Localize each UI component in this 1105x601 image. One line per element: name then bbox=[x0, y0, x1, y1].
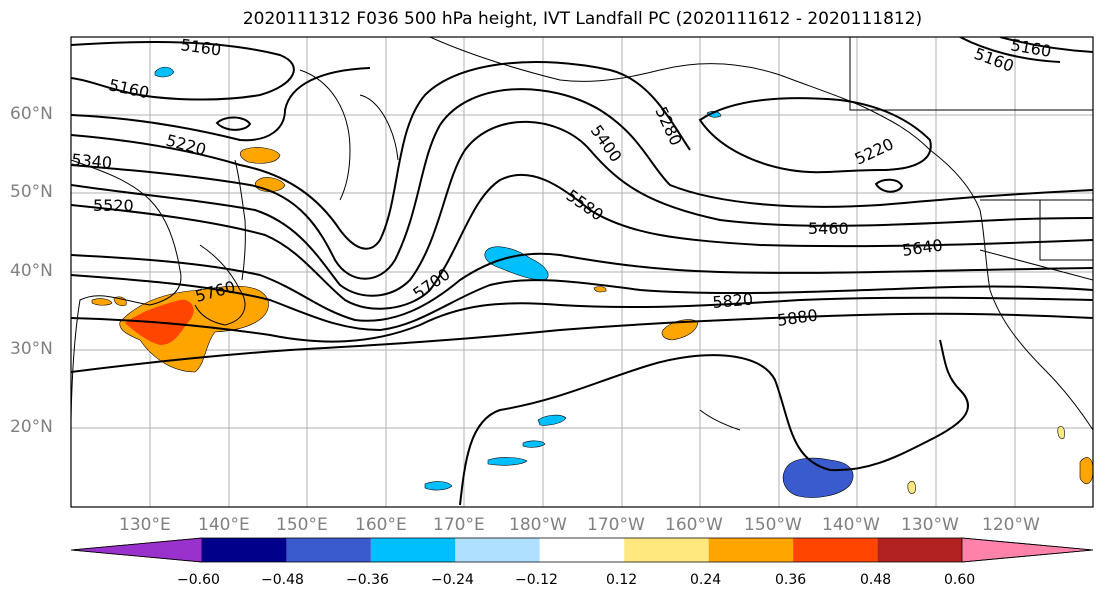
map-border bbox=[70, 36, 1094, 508]
lon-label: 130°W bbox=[901, 515, 959, 535]
ivt-positive-east-1 bbox=[1079, 457, 1093, 485]
colorbar-tick-label: 0.36 bbox=[775, 572, 807, 588]
lat-label: 20°N bbox=[10, 417, 53, 437]
contour-label: 5460 bbox=[808, 219, 849, 238]
height-contours bbox=[71, 37, 1093, 506]
lat-label: 60°N bbox=[10, 104, 53, 124]
ivt-negative-small-4 bbox=[424, 481, 453, 491]
colorbar-segment bbox=[202, 538, 287, 562]
lon-label: 170°W bbox=[587, 515, 645, 535]
coastlines bbox=[71, 37, 1093, 431]
lon-label: 140°W bbox=[822, 515, 880, 535]
colorbar-outline bbox=[70, 537, 1094, 563]
map-title: 2020111312 F036 500 hPa height, IVT Land… bbox=[242, 9, 923, 29]
lon-label: 160°E bbox=[355, 515, 407, 535]
colorbar-tick-label: 0.12 bbox=[606, 572, 638, 588]
colorbar-segment bbox=[286, 538, 371, 562]
lon-label: 120°W bbox=[982, 515, 1040, 535]
lat-label: 50°N bbox=[10, 182, 53, 202]
lon-label: 150°W bbox=[744, 515, 802, 535]
lon-label: 130°E bbox=[119, 515, 171, 535]
lat-label: 40°N bbox=[10, 261, 53, 281]
ivt-negative-small-5 bbox=[154, 66, 175, 78]
lon-label: 170°E bbox=[433, 515, 485, 535]
colorbar-segment bbox=[370, 538, 456, 562]
ivt-positive-small-central bbox=[593, 286, 607, 293]
colorbar-tick-label: 0.48 bbox=[860, 572, 892, 588]
colorbar-tick-label: −0.12 bbox=[515, 572, 558, 588]
colorbar-tick-label: −0.36 bbox=[346, 572, 389, 588]
contour-label: 5340 bbox=[71, 150, 113, 172]
contour-label: 5820 bbox=[712, 290, 754, 312]
ivt-positive-central bbox=[661, 319, 699, 341]
lat-label: 30°N bbox=[10, 339, 53, 359]
colorbar bbox=[70, 537, 1094, 563]
colorbar-segment bbox=[624, 538, 709, 562]
lon-label: 150°E bbox=[276, 515, 328, 535]
ivt-negative-small-3 bbox=[487, 457, 528, 466]
colorbar-tick-label: −0.48 bbox=[261, 572, 304, 588]
colorbar-tick-label: −0.60 bbox=[177, 572, 220, 588]
colorbar-segment bbox=[455, 538, 540, 562]
colorbar-extend-max bbox=[961, 537, 1094, 563]
ivt-positive-japan-sea bbox=[239, 147, 281, 164]
ivt-positive-small-west bbox=[91, 298, 113, 306]
contour-label-layer: 5160 5160 5220 5340 5520 5400 5280 5220 … bbox=[71, 35, 1053, 330]
colorbar-segment bbox=[708, 538, 794, 562]
colorbar-tick-label: 0.24 bbox=[690, 572, 722, 588]
ivt-negative-small-2 bbox=[522, 440, 546, 448]
ivt-positive-east-3 bbox=[1057, 426, 1065, 439]
ivt-positive-east-2 bbox=[907, 480, 916, 494]
ivt-negative-small-6 bbox=[706, 111, 722, 118]
colorbar-segment bbox=[539, 538, 625, 562]
lon-label: 160°W bbox=[665, 515, 723, 535]
lon-label: 180°W bbox=[509, 515, 567, 535]
ivt-negative-small-1 bbox=[537, 414, 567, 426]
lon-label: 140°E bbox=[198, 515, 250, 535]
colorbar-tick-label: −0.24 bbox=[431, 572, 474, 588]
colorbar-segment bbox=[877, 538, 962, 562]
colorbar-extend-min bbox=[70, 537, 203, 563]
colorbar-tick-label: 0.60 bbox=[944, 572, 976, 588]
ivt-negative-hawaii bbox=[782, 457, 854, 498]
colorbar-segment bbox=[793, 538, 878, 562]
contour-label: 5520 bbox=[93, 196, 134, 215]
